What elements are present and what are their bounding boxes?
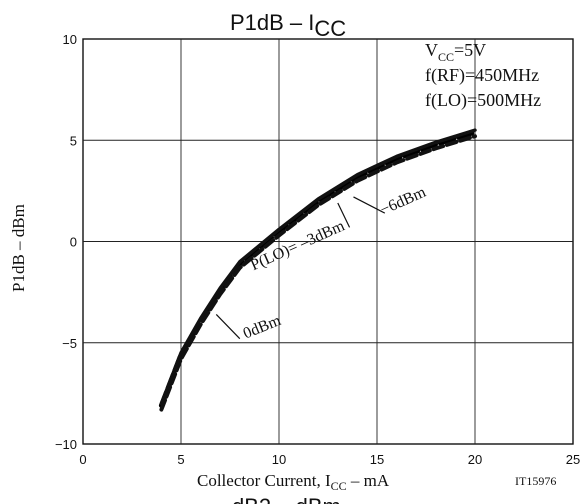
y-tick-label: 5 (70, 133, 77, 148)
x-tick-label: 10 (272, 452, 286, 467)
y-tick-label: 10 (63, 32, 77, 47)
y-tick-label: −5 (62, 336, 77, 351)
x-axis-label: Collector Current, ICC – mA (197, 471, 390, 493)
flo-condition: f(LO)=500MHz (425, 90, 541, 111)
x-tick-label: 0 (79, 452, 86, 467)
footer-partial: dB2 – dBm (232, 494, 341, 504)
y-axis-label: P1dB – dBm (9, 204, 28, 292)
figure-id: IT15976 (515, 474, 556, 488)
chart-title: P1dB – ICC (230, 10, 346, 41)
y-tick-label: 0 (70, 235, 77, 250)
x-tick-label: 20 (468, 452, 482, 467)
x-tick-label: 15 (370, 452, 384, 467)
y-tick-label: −10 (55, 437, 77, 452)
x-tick-label: 25 (566, 452, 580, 467)
x-tick-label: 5 (177, 452, 184, 467)
frf-condition: f(RF)=450MHz (425, 65, 539, 86)
